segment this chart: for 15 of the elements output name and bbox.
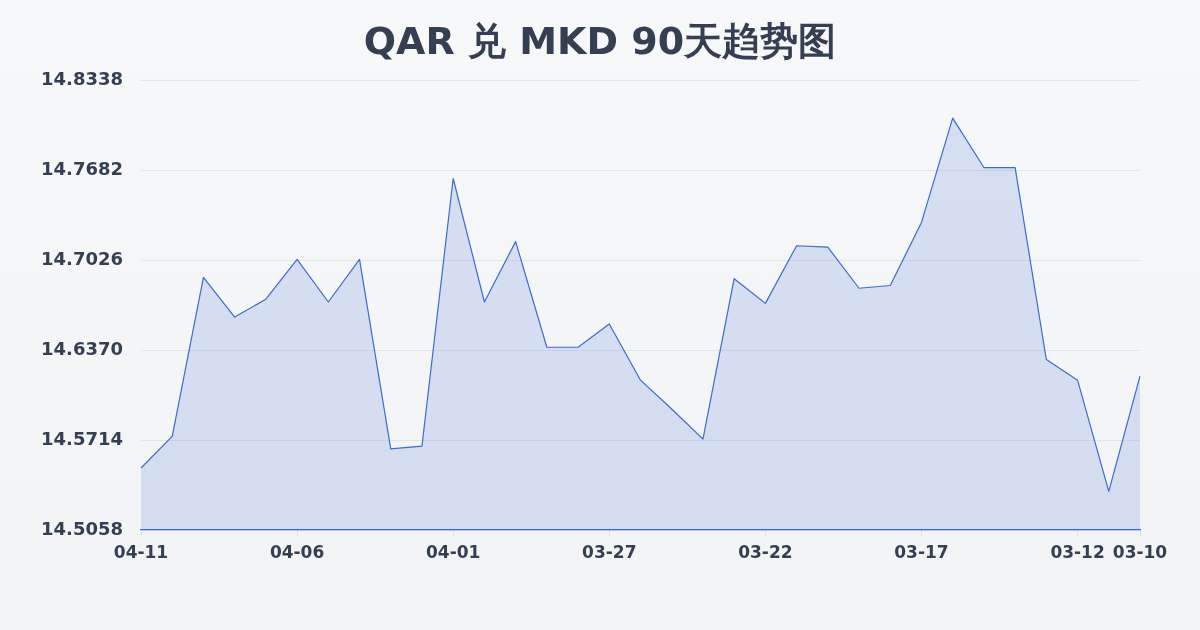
y-tick-label: 14.7026 [41, 247, 123, 269]
x-tick-label: 03-12 [1050, 541, 1105, 562]
x-tick-label: 04-01 [426, 541, 481, 562]
x-tick-label: 03-10 [1112, 541, 1168, 562]
chart-title: QAR 兑 MKD 90天趋势图 [363, 18, 837, 64]
y-tick-label: 14.7682 [41, 157, 123, 179]
y-tick-label: 14.5058 [41, 517, 123, 539]
y-tick-label: 14.5714 [41, 427, 123, 449]
x-tick-label: 03-27 [582, 541, 637, 562]
x-tick-label: 03-22 [738, 541, 793, 562]
y-tick-label: 14.6370 [41, 337, 123, 359]
x-tick-label: 03-17 [894, 541, 949, 562]
y-tick-label: 14.8338 [41, 67, 123, 89]
x-tick-label: 04-06 [269, 541, 325, 562]
x-tick-label: 04-11 [113, 541, 169, 562]
